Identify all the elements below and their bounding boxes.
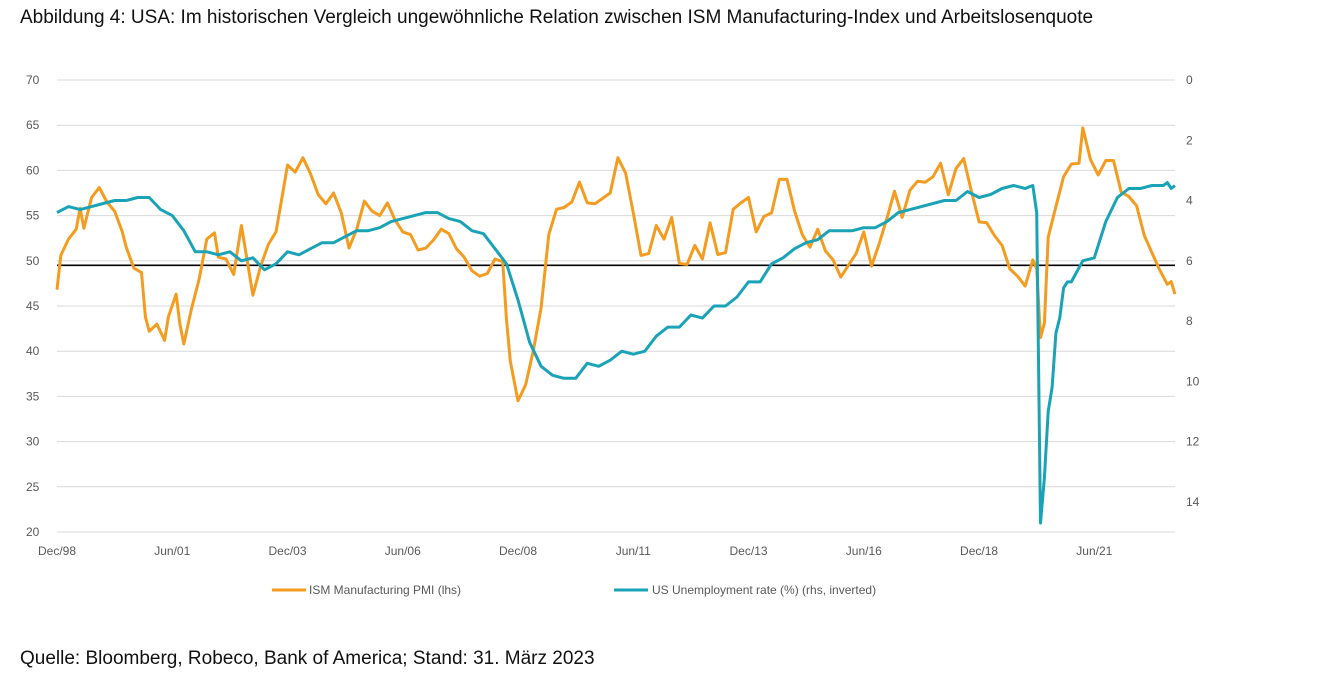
x-axis-tick-label: Dec/98 [38, 544, 76, 558]
right-axis-tick-label: 8 [1186, 314, 1193, 328]
gridlines [57, 79, 1175, 488]
x-axis-tick-label: Dec/03 [268, 544, 306, 558]
right-axis-tick-label: 12 [1186, 435, 1200, 449]
unemployment-series-line [56, 181, 1176, 525]
line-chart: 20 25 30 35 40 45 50 55 60 65 70 0 2 4 6 8 10 12 14 Dec/9… [26, 73, 1200, 597]
x-axis-tick-label: Dec/18 [960, 544, 998, 558]
right-axis-tick-label: 4 [1186, 194, 1193, 208]
x-axis-tick-labels: Dec/98 Jun/01 Dec/03 Jun/06 Dec/08 Jun/11 Dec/… [38, 544, 1113, 558]
x-axis-tick-label: Jun/06 [385, 544, 421, 558]
left-axis-tick-label: 70 [26, 73, 40, 87]
figure-title: Abbildung 4: USA: Im historischen Vergle… [20, 7, 1094, 28]
x-axis-tick-label: Dec/13 [730, 544, 768, 558]
x-axis-tick-label: Dec/08 [499, 544, 537, 558]
right-axis-tick-label: 0 [1186, 73, 1193, 87]
left-axis-tick-label: 35 [26, 389, 40, 403]
left-axis-tick-labels: 20 25 30 35 40 45 50 55 60 65 70 [26, 73, 40, 539]
x-axis-tick-label: Jun/01 [154, 544, 190, 558]
left-axis-tick-label: 20 [26, 525, 40, 539]
x-axis-tick-label: Jun/16 [846, 544, 882, 558]
source-note: Quelle: Bloomberg, Robeco, Bank of Ameri… [20, 648, 595, 669]
series-lines [55, 126, 1177, 525]
right-axis-tick-labels: 0 2 4 6 8 10 12 14 [1186, 73, 1200, 509]
left-axis-tick-label: 60 [26, 163, 40, 177]
right-axis-tick-label: 2 [1186, 133, 1193, 147]
left-axis-tick-label: 50 [26, 254, 40, 268]
right-axis-tick-label: 10 [1186, 374, 1200, 388]
x-axis-tick-label: Jun/21 [1076, 544, 1112, 558]
legend-label-unemployment: US Unemployment rate (%) (rhs, inverted) [652, 583, 876, 597]
left-axis-tick-label: 25 [26, 480, 40, 494]
legend: ISM Manufacturing PMI (lhs) US Unemploym… [272, 583, 876, 597]
legend-label-pmi: ISM Manufacturing PMI (lhs) [309, 583, 461, 597]
right-axis-tick-label: 14 [1186, 495, 1200, 509]
left-axis-tick-label: 65 [26, 118, 40, 132]
left-axis-tick-label: 45 [26, 299, 40, 313]
left-axis-tick-label: 40 [26, 344, 40, 358]
left-axis-tick-label: 30 [26, 435, 40, 449]
pmi-series-line [55, 126, 1177, 403]
x-axis-tick-label: Jun/11 [616, 544, 651, 558]
right-axis-tick-label: 6 [1186, 254, 1193, 268]
left-axis-tick-label: 55 [26, 209, 40, 223]
